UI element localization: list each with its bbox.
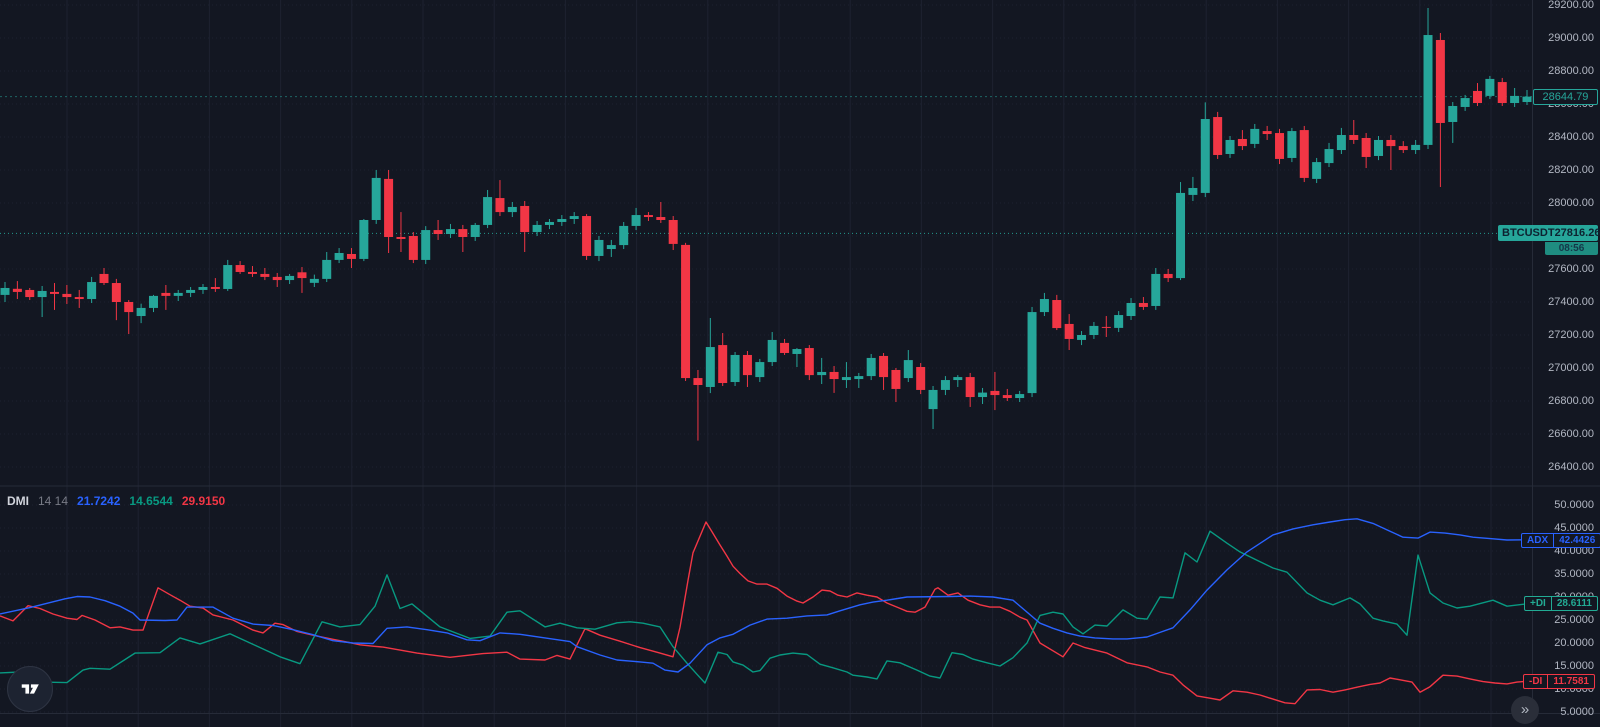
time-scale[interactable] <box>0 713 1600 727</box>
minus-di-tag-value: 11.7581 <box>1553 676 1589 687</box>
tradingview-logo[interactable] <box>7 666 53 712</box>
collapse-pane-button[interactable]: » <box>1511 696 1539 724</box>
symbol-price: 27816.26 <box>1554 227 1600 239</box>
tradingview-logo-icon <box>21 684 39 694</box>
symbol-name: BTCUSDT <box>1502 227 1555 239</box>
dmi-legend-minus-di-value: 29.9150 <box>181 494 226 508</box>
adx-tag-name: ADX <box>1522 534 1555 547</box>
dmi-legend-title: DMI <box>7 494 29 508</box>
plus-di-line <box>0 530 1532 684</box>
dmi-indicator-legend[interactable]: DMI 14 14 21.7242 14.6544 29.9150 <box>7 494 225 508</box>
dmi-legend-params: 14 14 <box>38 494 69 508</box>
plus-di-axis-tag: +DI 28.6111 <box>1524 596 1598 611</box>
symbol-price-label: BTCUSDT 27816.26 <box>1498 225 1600 241</box>
minus-di-axis-tag: -DI 11.7581 <box>1523 674 1595 689</box>
candles-group <box>0 7 1532 441</box>
minus-di-line <box>0 521 1532 705</box>
grid-lines <box>0 0 1532 727</box>
dmi-legend-plus-di-value: 14.6544 <box>129 494 173 508</box>
adx-tag-value: 42.4426 <box>1559 535 1596 546</box>
price-lines <box>0 96 1532 234</box>
plus-di-tag-value: 28.6111 <box>1556 598 1592 609</box>
bar-countdown-label: 08:56 <box>1545 242 1598 255</box>
adx-axis-tag: ADX 42.4426 <box>1521 533 1600 548</box>
plus-di-tag-name: +DI <box>1525 597 1552 610</box>
price-scale[interactable] <box>1532 0 1600 713</box>
adx-line <box>0 518 1532 673</box>
dmi-legend-adx-value: 21.7242 <box>77 494 121 508</box>
current-price-label: 28644.79 <box>1533 89 1598 105</box>
minus-di-tag-name: -DI <box>1524 675 1549 688</box>
